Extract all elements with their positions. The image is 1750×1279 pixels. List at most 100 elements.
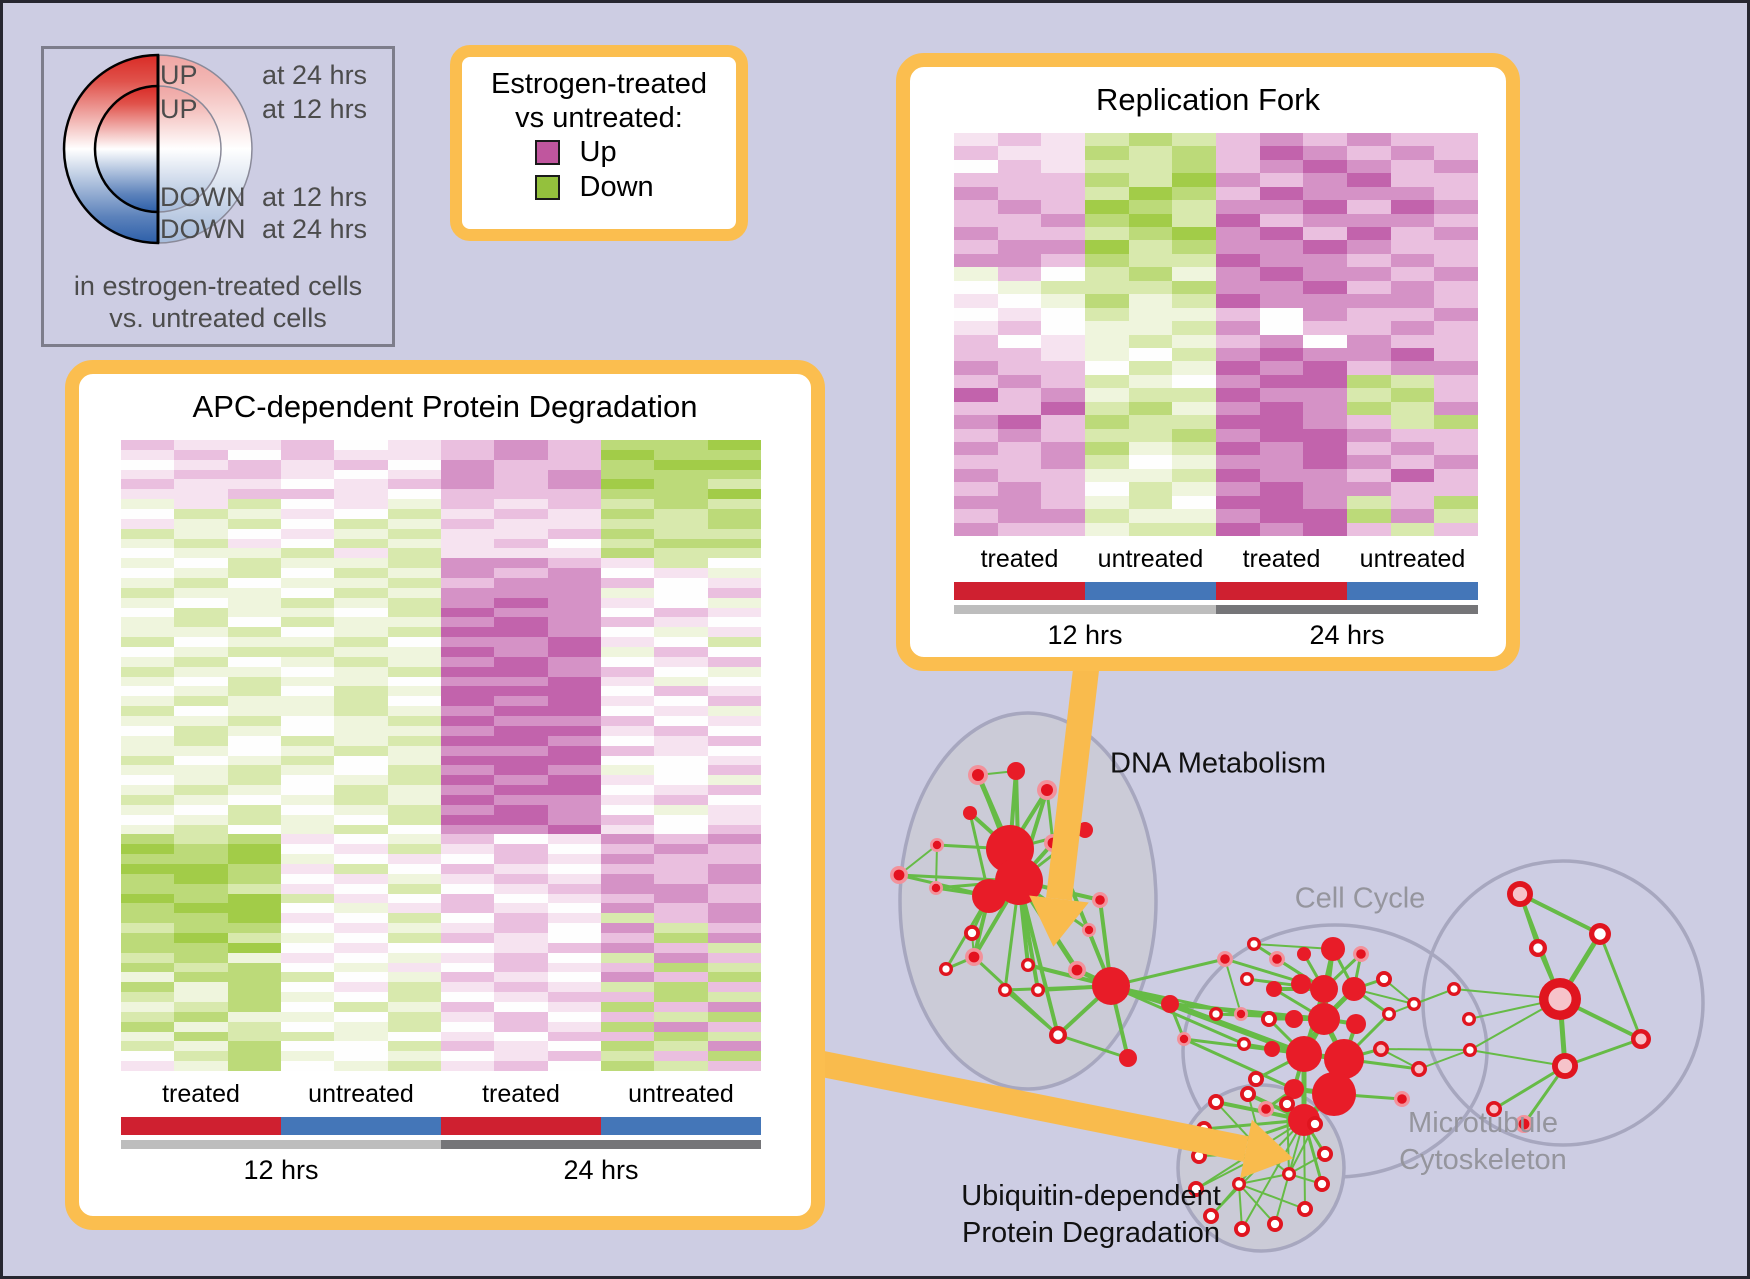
network-edge: [1557, 996, 1568, 1069]
heatmap-cell: [1085, 133, 1129, 147]
heatmap-cell: [1216, 146, 1260, 160]
heatmap-cell: [1390, 347, 1435, 362]
heatmap-cell: [227, 1031, 281, 1042]
heatmap-cell: [1303, 173, 1347, 187]
heatmap-cell: [387, 775, 441, 786]
heatmap-cell: [547, 735, 601, 746]
heatmap-cell: [334, 686, 388, 697]
heatmap-cell: [707, 716, 761, 726]
network-edge: [1321, 986, 1357, 1022]
heatmap-cell: [1390, 307, 1435, 322]
heatmap-cell: [654, 814, 708, 825]
heatmap-cell: [494, 785, 548, 795]
network-node: [1353, 946, 1369, 962]
heatmap-cell: [334, 844, 388, 855]
heatmap-cell: [121, 440, 175, 450]
heatmap-cell: [954, 334, 998, 348]
heatmap-cell: [547, 686, 601, 697]
heatmap-cell: [387, 755, 441, 766]
heatmap-cell: [547, 479, 601, 490]
heatmap-cell: [997, 347, 1042, 362]
heatmap-cell: [1041, 186, 1085, 201]
heatmap-cell: [654, 499, 708, 510]
heatmap-cell: [280, 676, 335, 687]
heatmap-cell: [954, 133, 998, 147]
network-edge: [1285, 1102, 1306, 1122]
heatmap-cell: [1128, 347, 1173, 362]
heatmap-cell: [334, 883, 388, 894]
heatmap-cell: [1216, 200, 1260, 214]
network-edge: [1109, 984, 1130, 1060]
heatmap-cell: [494, 854, 548, 864]
heatmap-cell: [600, 1051, 655, 1062]
heatmap-cell: [1259, 495, 1304, 510]
heatmap-cell: [600, 686, 655, 697]
heatmap-cell: [174, 489, 228, 500]
heatmap-cell: [1128, 280, 1173, 295]
network-node-center: [1041, 784, 1053, 796]
heatmap-cell: [334, 558, 388, 569]
heatmap-cell: [387, 834, 441, 845]
heatmap-cell: [440, 706, 495, 717]
heatmap-cell: [280, 1021, 335, 1032]
heatmap-cell: [1434, 186, 1478, 201]
heatmap-cell: [1259, 374, 1304, 389]
heatmap-cell: [954, 294, 998, 308]
heatmap-cell: [1041, 374, 1085, 389]
heatmap-cell: [440, 873, 495, 884]
heatmap-cell: [997, 173, 1042, 187]
heatmap-cell: [1390, 146, 1435, 160]
heatmap-cell: [1216, 509, 1260, 523]
network-node: [1317, 1146, 1333, 1162]
network-node: [1552, 1053, 1578, 1079]
heatmap-cell: [174, 469, 228, 480]
heatmap-cell: [280, 992, 335, 1002]
heatmap-cell: [547, 499, 601, 510]
network-node: [1373, 1041, 1389, 1057]
heatmap-cell: [387, 893, 441, 904]
network-edge: [970, 894, 991, 935]
heatmap-cell: [1128, 321, 1173, 335]
heatmap-cell: [280, 538, 335, 549]
network-edge: [1301, 1091, 1337, 1123]
heatmap-cell: [547, 883, 601, 894]
heatmap-cell: [334, 627, 388, 638]
heatmap-cell: [600, 844, 655, 855]
heatmap-cell: [387, 932, 441, 943]
heatmap-cell: [121, 696, 175, 707]
heatmap-cell: [1259, 482, 1304, 496]
heatmap-cell: [227, 834, 281, 845]
heatmap-cell: [440, 913, 495, 924]
heatmap-cell: [1172, 334, 1216, 348]
heatmap-cell: [707, 932, 761, 943]
heatmap-cell: [334, 804, 388, 815]
network-edge: [1168, 1002, 1326, 1021]
heatmap-cell: [334, 962, 388, 973]
heatmap-cell: [1390, 227, 1435, 241]
heatmap-cell: [1390, 133, 1435, 147]
heatmap-cell: [227, 863, 281, 874]
heatmap-cell: [654, 469, 708, 480]
heatmap-cell: [280, 489, 335, 500]
heatmap-cell: [174, 706, 228, 717]
heatmap-cell: [1259, 334, 1304, 348]
heatmap-cell: [997, 159, 1042, 174]
heatmap-cell: [334, 913, 388, 924]
heatmap-cell: [440, 775, 495, 786]
heatmap-cell: [121, 706, 175, 717]
heatmap-cell: [174, 765, 228, 776]
heatmap-cell: [121, 952, 175, 963]
heatmap-cell: [600, 440, 655, 450]
network-edge: [1215, 1101, 1265, 1155]
heatmap-cell: [334, 893, 388, 904]
network-node: [1411, 1061, 1427, 1077]
heatmap-cell: [600, 528, 655, 539]
heatmap-cell: [547, 706, 601, 717]
heatmap-cell: [121, 844, 175, 855]
heatmap-cell: [387, 706, 441, 717]
heatmap-cell: [707, 903, 761, 914]
heatmap-cell: [121, 597, 175, 608]
heatmap-cell: [494, 449, 548, 460]
network-node: [1376, 971, 1392, 987]
network-node-center: [1320, 1149, 1330, 1159]
